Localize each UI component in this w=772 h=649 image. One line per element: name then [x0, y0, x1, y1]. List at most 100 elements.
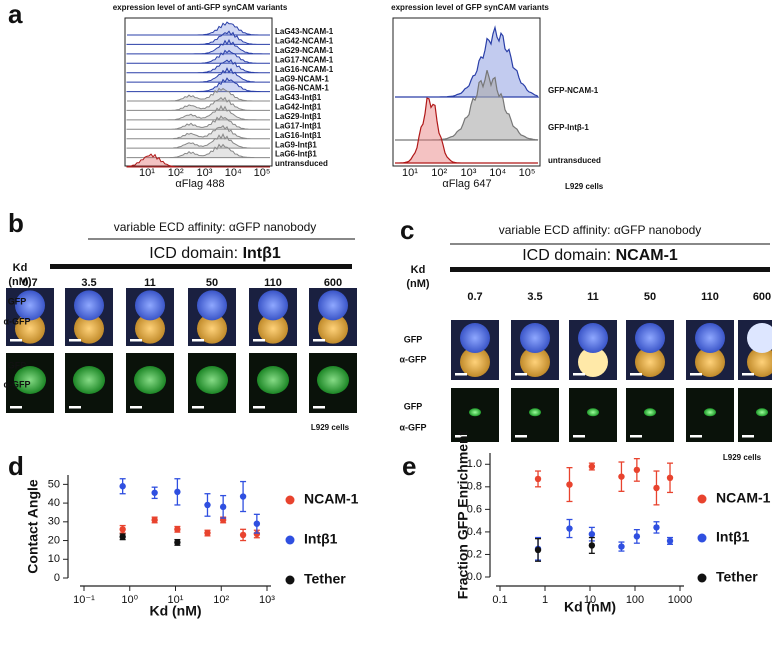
- plot-frame: [124, 17, 273, 167]
- scale-bar: [192, 406, 204, 409]
- row-label: GFP: [404, 401, 423, 411]
- panel-title: expression level of anti-GFP synCAM vari…: [113, 3, 288, 12]
- point: [588, 530, 596, 538]
- x-tick-label: 100: [626, 594, 644, 606]
- sample-label: LaG43-Intβ1: [275, 93, 322, 102]
- y-tick-label: 50: [48, 478, 60, 490]
- legend-label: Tether: [304, 571, 346, 587]
- scale-bar: [515, 373, 527, 376]
- scale-bar: [742, 373, 754, 376]
- cell: [74, 290, 104, 321]
- point: [653, 484, 660, 492]
- point: [534, 475, 542, 483]
- scale-bar: [573, 373, 585, 376]
- kd-value: 50: [206, 277, 218, 289]
- cell: [135, 313, 165, 344]
- contact: [317, 366, 349, 394]
- kd-value: 3.5: [81, 277, 96, 289]
- cell: [635, 347, 665, 377]
- cell: [74, 313, 104, 344]
- panel-title: expression level of GFP synCAM variants: [391, 3, 549, 12]
- row-label: α-GFP: [399, 354, 426, 364]
- icd-name: NCAM-1: [616, 247, 678, 264]
- scale-bar: [69, 406, 81, 409]
- histogram: [126, 59, 271, 74]
- sample-label: LaG29-NCAM-1: [275, 46, 334, 55]
- point: [633, 533, 641, 540]
- legend-marker: [285, 535, 295, 545]
- point: [653, 524, 660, 531]
- x-tick-label: 10¹: [402, 167, 418, 179]
- cell: [258, 290, 288, 321]
- point: [618, 473, 625, 480]
- sample-label: LaG42-NCAM-1: [275, 37, 334, 46]
- point: [666, 537, 674, 545]
- x-axis-label: Kd (nM): [564, 599, 616, 615]
- scale-bar: [515, 435, 527, 438]
- y-axis-label: Contact Angle: [25, 479, 41, 574]
- legend-label: NCAM-1: [716, 490, 771, 506]
- row-label: α-GFP: [3, 316, 30, 326]
- histograms: LaG43-NCAM-1LaG42-NCAM-1LaG29-NCAM-1LaG1…: [126, 21, 601, 179]
- plot-frame: [392, 17, 541, 167]
- kd-value: 600: [324, 277, 342, 289]
- cell: [318, 313, 348, 344]
- histogram: [126, 49, 271, 64]
- cell-line: L929 cells: [565, 182, 604, 191]
- kd-value: 50: [644, 291, 656, 303]
- scale-bar: [690, 373, 702, 376]
- x-tick-label: 10²: [431, 167, 447, 179]
- sample-label: LaG17-NCAM-1: [275, 55, 334, 64]
- x-tick-label: 10⁵: [519, 167, 536, 179]
- point: [588, 542, 596, 549]
- sample-label: LaG16-Intβ1: [275, 131, 322, 140]
- scale-bar: [313, 339, 325, 342]
- scale-bar: [192, 339, 204, 342]
- point: [666, 474, 674, 481]
- point: [633, 466, 641, 474]
- cell: [318, 290, 348, 321]
- contact: [196, 366, 228, 394]
- point: [151, 489, 158, 496]
- sample-label: LaG43-NCAM-1: [275, 27, 334, 36]
- icd-label: ICD domain: NCAM-1: [522, 247, 678, 264]
- histogram: [126, 67, 271, 83]
- point: [253, 520, 261, 527]
- legend-label: NCAM-1: [304, 491, 359, 507]
- x-tick-label: 10⁵: [254, 167, 271, 179]
- y-axis-label: Fraction GFP Enrichment: [455, 430, 471, 599]
- point: [534, 546, 542, 554]
- bar: [450, 267, 770, 272]
- cell: [197, 313, 227, 344]
- row-label: GFP: [8, 360, 27, 370]
- icd-prefix: ICD domain:: [522, 247, 615, 264]
- sample-label: LaG9-Intβ1: [275, 140, 317, 149]
- x-tick-label: 10⁴: [489, 167, 506, 179]
- point: [253, 530, 261, 538]
- row-label: α-GFP: [399, 422, 426, 432]
- sample-label: LaG42-Intβ1: [275, 103, 322, 112]
- sample-label: LaG17-Intβ1: [275, 121, 322, 130]
- sample-label: LaG16-NCAM-1: [275, 65, 334, 74]
- x-tick-label: 10³: [197, 167, 213, 179]
- kd-label: Kd: [411, 264, 426, 276]
- cell: [15, 290, 45, 321]
- cell: [460, 323, 490, 353]
- legend-marker: [697, 494, 707, 504]
- x-tick-label: 10³: [259, 594, 275, 606]
- contact: [73, 366, 105, 394]
- contact: [529, 408, 541, 417]
- x-tick-label: 10¹: [168, 594, 184, 606]
- histogram: [126, 133, 271, 149]
- histogram: [395, 25, 540, 98]
- sample-label: GFP-Intβ-1: [548, 123, 589, 132]
- point: [119, 483, 126, 490]
- scale-bar: [455, 435, 467, 438]
- cell: [460, 347, 490, 377]
- histogram: [126, 153, 270, 168]
- cell-line: L929 cells: [723, 453, 762, 462]
- y-tick-label: 30: [48, 516, 60, 528]
- point: [119, 533, 126, 540]
- sample-label: LaG9-NCAM-1: [275, 74, 329, 83]
- panel-letter: e: [402, 451, 416, 481]
